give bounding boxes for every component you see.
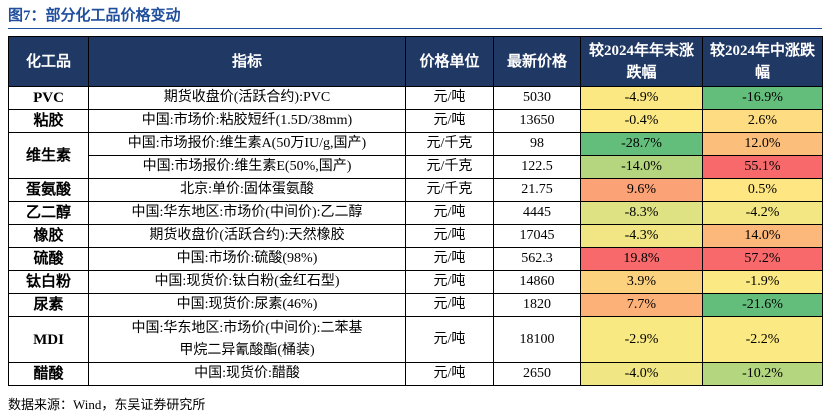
unit: 元/吨 — [405, 362, 494, 386]
price: 98 — [493, 132, 581, 156]
table-row: 乙二醇 中国:华东地区:市场价(中间价):乙二醇 元/吨 4445 -8.3% -4.2% — [8, 201, 823, 225]
header-cell: 价格单位 — [405, 36, 494, 87]
product-name: MDI — [8, 316, 89, 363]
table-row: 尿素 中国:现货价:尿素(46%) 元/吨 1820 7.7% -21.6% — [8, 293, 823, 317]
indicator: 中国:现货价:尿素(46%) — [88, 293, 406, 317]
indicator: 中国:市场价:硫酸(98%) — [88, 247, 406, 271]
change-year-end: 9.6% — [580, 178, 703, 202]
change-year-end: -14.0% — [580, 155, 703, 179]
change-mid-year: -10.2% — [702, 362, 823, 386]
price: 13650 — [493, 109, 581, 133]
header-row: 化工品 指标 价格单位 最新价格 较2024年年末涨跌幅 较2024年中涨跌幅 — [8, 36, 823, 87]
price: 21.75 — [493, 178, 581, 202]
price: 1820 — [493, 293, 581, 317]
table-row: 醋酸 中国:现货价:醋酸 元/吨 2650 -4.0% -10.2% — [8, 362, 823, 386]
change-year-end: 7.7% — [580, 293, 703, 317]
change-year-end: -2.9% — [580, 316, 703, 363]
unit: 元/吨 — [405, 109, 494, 133]
change-mid-year: 2.6% — [702, 109, 823, 133]
price: 2650 — [493, 362, 581, 386]
product-name: 乙二醇 — [8, 201, 89, 225]
table-body: PVC 期货收盘价(活跃合约):PVC 元/吨 5030 -4.9% -16.9% 粘胶 中国… — [8, 86, 823, 386]
indicator: 中国:华东地区:市场价(中间价):乙二醇 — [88, 201, 406, 225]
product-name: 醋酸 — [8, 362, 89, 386]
indicator: 北京:单价:固体蛋氨酸 — [88, 178, 406, 202]
product-name: 尿素 — [8, 293, 89, 317]
price: 5030 — [493, 86, 581, 110]
product-name: PVC — [8, 86, 89, 110]
indicator: 中国:现货价:钛白粉(金红石型) — [88, 270, 406, 294]
change-mid-year: 12.0% — [702, 132, 823, 156]
price-table: 化工品 指标 价格单位 最新价格 较2024年年末涨跌幅 较2024年中涨跌幅 PVC 期货… — [8, 36, 823, 386]
change-year-end: 19.8% — [580, 247, 703, 271]
change-year-end: -8.3% — [580, 201, 703, 225]
table-row: MDI 中国:华东地区:市场价(中间价):二苯基 甲烷二异氰酸酯(桶装) 元/吨 181… — [8, 316, 823, 363]
unit: 元/吨 — [405, 293, 494, 317]
product-name: 粘胶 — [8, 109, 89, 133]
indicator: 中国:市场价:粘胶短纤(1.5D/38mm) — [88, 109, 406, 133]
unit: 元/吨 — [405, 224, 494, 248]
table-row: 钛白粉 中国:现货价:钛白粉(金红石型) 元/吨 14860 3.9% -1.9% — [8, 270, 823, 294]
indicator-line: 甲烷二异氰酸酯(桶装) — [179, 342, 315, 358]
change-mid-year: 57.2% — [702, 247, 823, 271]
unit: 元/千克 — [405, 155, 494, 179]
source-note: 数据来源：Wind，东吴证券研究所 — [8, 397, 206, 412]
product-name: 橡胶 — [8, 224, 89, 248]
change-year-end: -4.3% — [580, 224, 703, 248]
change-mid-year: -4.2% — [702, 201, 823, 225]
product-name: 维生素 — [8, 132, 89, 179]
table-row: 维生素 中国:市场报价:维生素A(50万IU/g,国产) 元/千克 98 -28.7% 1… — [8, 132, 823, 179]
price: 14860 — [493, 270, 581, 294]
price: 18100 — [493, 316, 581, 363]
table-row: 中国:市场报价:维生素E(50%,国产) 元/千克 122.5 -14.0% 55.1% — [9, 155, 823, 179]
change-mid-year: 55.1% — [702, 155, 823, 179]
change-year-end: -4.9% — [580, 86, 703, 110]
indicator: 期货收盘价(活跃合约):天然橡胶 — [88, 224, 406, 248]
table-row: 硫酸 中国:市场价:硫酸(98%) 元/吨 562.3 19.8% 57.2% — [8, 247, 823, 271]
change-year-end: -4.0% — [580, 362, 703, 386]
table-row: PVC 期货收盘价(活跃合约):PVC 元/吨 5030 -4.9% -16.9% — [8, 86, 823, 110]
change-year-end: -0.4% — [580, 109, 703, 133]
product-name: 钛白粉 — [8, 270, 89, 294]
change-year-end: 3.9% — [580, 270, 703, 294]
product-name: 硫酸 — [8, 247, 89, 271]
product-name: 蛋氨酸 — [8, 178, 89, 202]
indicator: 期货收盘价(活跃合约):PVC — [88, 86, 406, 110]
change-mid-year: -21.6% — [702, 293, 823, 317]
price: 17045 — [493, 224, 581, 248]
table-row: 蛋氨酸 北京:单价:固体蛋氨酸 元/千克 21.75 9.6% 0.5% — [8, 178, 823, 202]
change-mid-year: -1.9% — [702, 270, 823, 294]
unit: 元/吨 — [405, 316, 494, 363]
header-cell: 较2024年年末涨跌幅 — [580, 36, 703, 87]
unit: 元/吨 — [405, 270, 494, 294]
unit: 元/吨 — [405, 201, 494, 225]
figure-title: 图7：部分化工品价格变动 — [8, 4, 822, 29]
change-mid-year: 0.5% — [702, 178, 823, 202]
unit: 元/千克 — [405, 132, 494, 156]
header-cell: 化工品 — [8, 36, 89, 87]
change-mid-year: -2.2% — [702, 316, 823, 363]
price: 562.3 — [493, 247, 581, 271]
change-mid-year: -16.9% — [702, 86, 823, 110]
table-row: 粘胶 中国:市场价:粘胶短纤(1.5D/38mm) 元/吨 13650 -0.4% 2.6… — [8, 109, 823, 133]
header-cell: 最新价格 — [493, 36, 581, 87]
indicator: 中国:市场报价:维生素A(50万IU/g,国产) — [88, 132, 406, 156]
change-year-end: -28.7% — [580, 132, 703, 156]
indicator: 中国:现货价:醋酸 — [88, 362, 406, 386]
unit: 元/吨 — [405, 86, 494, 110]
header-cell: 指标 — [88, 36, 406, 87]
indicator: 中国:市场报价:维生素E(50%,国产) — [88, 155, 406, 179]
unit: 元/千克 — [405, 178, 494, 202]
price: 4445 — [493, 201, 581, 225]
change-mid-year: 14.0% — [702, 224, 823, 248]
price: 122.5 — [493, 155, 581, 179]
header-cell: 较2024年中涨跌幅 — [702, 36, 823, 87]
table-row: 橡胶 期货收盘价(活跃合约):天然橡胶 元/吨 17045 -4.3% 14.0% — [8, 224, 823, 248]
indicator-line: 中国:华东地区:市场价(中间价):二苯基 — [131, 320, 363, 336]
indicator: 中国:华东地区:市场价(中间价):二苯基 甲烷二异氰酸酯(桶装) — [88, 316, 406, 363]
unit: 元/吨 — [405, 247, 494, 271]
